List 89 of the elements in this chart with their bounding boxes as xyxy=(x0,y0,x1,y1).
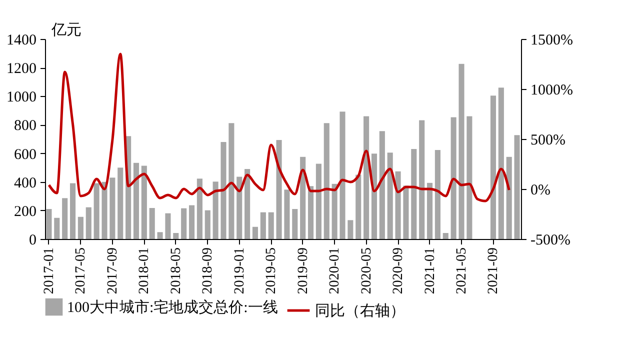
x-tick-label: 2018-09 xyxy=(200,248,216,294)
x-tick-label: 2017-09 xyxy=(105,248,120,294)
bar xyxy=(196,178,202,239)
line-series xyxy=(48,52,510,202)
bar xyxy=(204,210,210,239)
y-tick-label: 600 xyxy=(14,146,36,163)
bar xyxy=(102,182,108,239)
y-tick-label: 1000 xyxy=(6,90,36,106)
y-tick-label: 800 xyxy=(14,118,36,134)
x-tick-label: 2018-05 xyxy=(168,248,184,294)
x-tick-label: 2017-05 xyxy=(74,248,89,294)
x-tick-label: 2021-05 xyxy=(454,248,470,294)
bar xyxy=(292,209,298,239)
y-tick-label: 200 xyxy=(14,204,36,220)
bar xyxy=(308,186,314,239)
bar xyxy=(426,182,433,239)
x-tick-label: 2019-01 xyxy=(232,248,248,294)
bar xyxy=(252,226,258,239)
bar xyxy=(395,171,401,239)
x-tick-label: 2019-05 xyxy=(264,248,280,294)
y-tick-label: 400 xyxy=(14,175,36,192)
bar xyxy=(364,116,370,239)
bar xyxy=(419,120,425,239)
x-tick-label: 2020-01 xyxy=(328,248,343,294)
legend-label: 同比（右轴） xyxy=(315,302,405,320)
bar xyxy=(260,212,266,239)
bar xyxy=(157,232,163,239)
bar xyxy=(379,131,385,239)
y2-tick-label: -500% xyxy=(530,232,570,248)
bar xyxy=(141,166,147,239)
bar xyxy=(403,186,409,239)
y-tick-label: 1400 xyxy=(6,32,36,48)
bar xyxy=(498,88,504,239)
bar xyxy=(78,216,84,239)
bar xyxy=(348,220,354,239)
bar xyxy=(212,182,218,239)
bar xyxy=(324,123,330,239)
x-tick-label: 2019-09 xyxy=(296,248,311,294)
y-tick-label: 1200 xyxy=(6,61,36,78)
bar xyxy=(133,162,140,239)
bar xyxy=(506,156,512,239)
bar xyxy=(173,233,179,239)
y2-tick-label: 0% xyxy=(530,182,550,198)
bar xyxy=(236,176,242,239)
bar xyxy=(94,183,100,239)
bar xyxy=(332,184,338,239)
bar xyxy=(442,233,448,239)
bar xyxy=(220,142,226,239)
bar xyxy=(149,208,155,239)
x-tick-label: 2018-01 xyxy=(137,248,152,294)
bar xyxy=(110,178,116,239)
bar xyxy=(62,198,68,239)
bar xyxy=(118,168,124,239)
legend-label: 100大中城市:宅地成交总价:一线 xyxy=(67,299,278,316)
bar xyxy=(70,183,76,239)
y2-tick-label: 1500% xyxy=(530,32,573,48)
bar xyxy=(411,149,417,239)
bar xyxy=(46,209,52,239)
bar xyxy=(340,112,346,239)
bar xyxy=(165,213,171,239)
bar xyxy=(356,174,362,239)
y2-tick-label: 500% xyxy=(530,132,566,148)
bar xyxy=(514,135,520,239)
bar xyxy=(181,208,187,239)
bar xyxy=(316,164,322,239)
x-tick-label: 2017-01 xyxy=(42,248,57,294)
bar xyxy=(284,190,290,239)
bar xyxy=(268,212,274,239)
bar xyxy=(188,205,195,239)
bar xyxy=(434,150,440,239)
y-tick-label: 0 xyxy=(29,232,36,248)
bar xyxy=(450,117,456,239)
bar xyxy=(300,156,306,239)
bar xyxy=(54,218,60,239)
bar xyxy=(458,64,464,239)
bar xyxy=(387,152,393,239)
bar xyxy=(276,140,282,239)
bar xyxy=(490,96,496,239)
bar xyxy=(244,169,250,239)
bar xyxy=(371,154,378,239)
bar xyxy=(86,207,92,239)
bar xyxy=(228,123,234,239)
y2-tick-label: 1000% xyxy=(530,82,573,98)
x-tick-label: 2021-01 xyxy=(422,248,438,294)
x-tick-label: 2020-05 xyxy=(359,248,374,294)
x-tick-label: 2021-09 xyxy=(486,248,502,294)
x-tick-label: 2020-09 xyxy=(391,248,406,294)
y-axis-title: 亿元 xyxy=(50,22,82,38)
bar xyxy=(466,116,472,239)
